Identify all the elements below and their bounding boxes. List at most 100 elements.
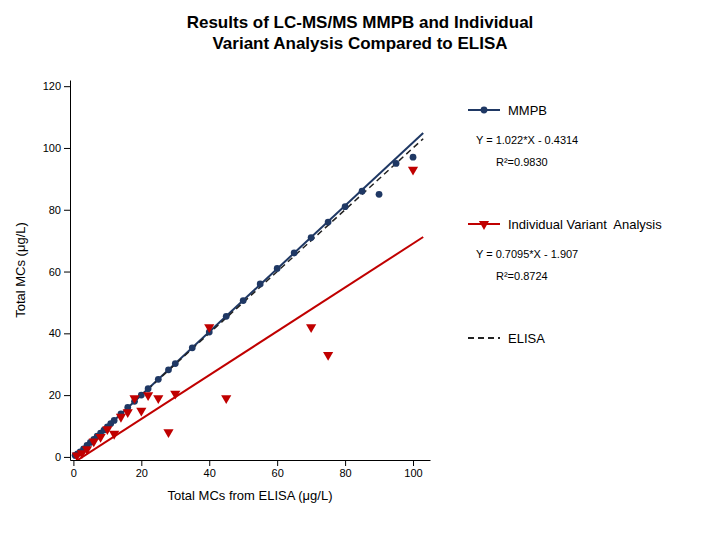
legend-label: Individual Variant Analysis — [508, 217, 662, 232]
point — [342, 203, 349, 210]
x-tick: 80 — [339, 460, 351, 479]
point — [95, 434, 105, 443]
point — [111, 417, 118, 424]
legend-item: ELISA — [468, 331, 545, 346]
point — [189, 344, 196, 351]
legend-swatch — [468, 337, 500, 339]
r-squared: R²=0.9830 — [496, 156, 548, 168]
equation: Y = 0.7095*X - 1.907 — [476, 248, 578, 260]
x-tick-mark — [277, 460, 278, 466]
point — [145, 385, 152, 392]
x-tick-label: 20 — [136, 467, 148, 479]
y-tick: 60 — [49, 266, 70, 278]
y-tick-label: 100 — [43, 142, 61, 154]
x-tick: 0 — [71, 460, 77, 479]
point — [359, 188, 366, 195]
legend-marker — [479, 221, 489, 230]
point — [170, 391, 180, 400]
y-tick: 40 — [49, 327, 70, 339]
x-axis: 0 20 40 60 80 100 — [71, 460, 431, 479]
x-tick: 60 — [272, 460, 284, 479]
x-tick-mark — [345, 460, 346, 466]
point — [155, 376, 162, 383]
y-axis-line — [70, 81, 71, 461]
equation: Y = 1.022*X - 0.4314 — [476, 134, 578, 146]
point — [393, 160, 400, 167]
point — [308, 234, 315, 241]
x-tick-mark — [141, 460, 142, 466]
y-tick-label: 40 — [49, 327, 61, 339]
point — [376, 191, 383, 198]
legend-item: MMPB Y = 1.022*X - 0.4314 R²=0.9830 — [468, 103, 578, 168]
x-tick-mark — [209, 460, 210, 466]
x-axis-label: Total MCs from ELISA (μg/L) — [168, 488, 333, 503]
point — [223, 313, 230, 320]
x-axis-line — [71, 460, 431, 461]
point — [165, 366, 172, 373]
title: Results of LC-MS/MS MMPB and Individual V… — [187, 13, 534, 53]
point — [410, 154, 417, 161]
point — [172, 360, 179, 367]
y-tick-mark — [64, 395, 70, 396]
y-tick-mark — [64, 457, 70, 458]
legend-label: MMPB — [508, 103, 547, 118]
y-tick-mark — [64, 86, 70, 87]
x-tick-label: 60 — [272, 467, 284, 479]
y-tick-label: 60 — [49, 266, 61, 278]
y-tick-label: 0 — [55, 451, 61, 463]
marks — [72, 133, 424, 460]
y-tick-mark — [64, 272, 70, 273]
fit-line — [73, 133, 423, 458]
point — [291, 250, 298, 257]
plot: 0 20 40 60 80 100 0 20 40 60 80 100 120 Total MCs fro… — [13, 80, 431, 503]
point — [116, 414, 126, 423]
point — [123, 409, 133, 418]
point — [306, 324, 316, 333]
point — [204, 324, 214, 333]
legend-marker — [481, 107, 488, 114]
x-tick: 40 — [204, 460, 216, 479]
x-tick-label: 40 — [204, 467, 216, 479]
series-line — [73, 139, 423, 457]
point — [109, 431, 119, 440]
y-tick: 20 — [49, 389, 70, 401]
point — [129, 395, 139, 404]
fit-line — [73, 237, 423, 460]
y-tick: 0 — [55, 451, 70, 463]
x-tick-label: 0 — [71, 467, 77, 479]
point — [82, 446, 92, 455]
point — [153, 395, 163, 404]
point — [221, 395, 231, 404]
y-axis: 0 20 40 60 80 100 120 — [43, 80, 71, 463]
y-tick-mark — [64, 333, 70, 334]
x-tick: 100 — [404, 460, 422, 479]
point — [240, 297, 247, 304]
x-tick-mark — [73, 460, 74, 466]
x-tick: 20 — [136, 460, 148, 479]
title-line: Results of LC-MS/MS MMPB and Individual — [187, 13, 534, 32]
x-tick-mark — [413, 460, 414, 466]
point — [136, 408, 146, 417]
legend-label: ELISA — [508, 331, 545, 346]
y-tick-label: 80 — [49, 204, 61, 216]
point — [325, 219, 332, 226]
y-tick-mark — [64, 148, 70, 149]
point — [323, 352, 333, 361]
title-line: Variant Analysis Compared to ELISA — [212, 34, 507, 53]
chart: Results of LC-MS/MS MMPB and Individual V… — [0, 0, 720, 540]
y-tick-label: 20 — [49, 389, 61, 401]
point — [408, 167, 418, 176]
y-tick: 100 — [43, 142, 70, 154]
x-tick-label: 80 — [339, 467, 351, 479]
legend-item: Individual Variant Analysis Y = 0.7095*X … — [468, 217, 662, 282]
y-tick-mark — [64, 210, 70, 211]
y-tick-label: 120 — [43, 80, 61, 92]
point — [143, 392, 153, 401]
point — [89, 439, 99, 448]
x-tick-label: 100 — [404, 467, 422, 479]
y-axis-label: Total MCs (μg/L) — [13, 222, 28, 318]
point — [163, 429, 173, 438]
point — [257, 281, 264, 288]
legend: MMPB Y = 1.022*X - 0.4314 R²=0.9830 Individ… — [468, 103, 662, 346]
y-tick: 80 — [49, 204, 70, 216]
